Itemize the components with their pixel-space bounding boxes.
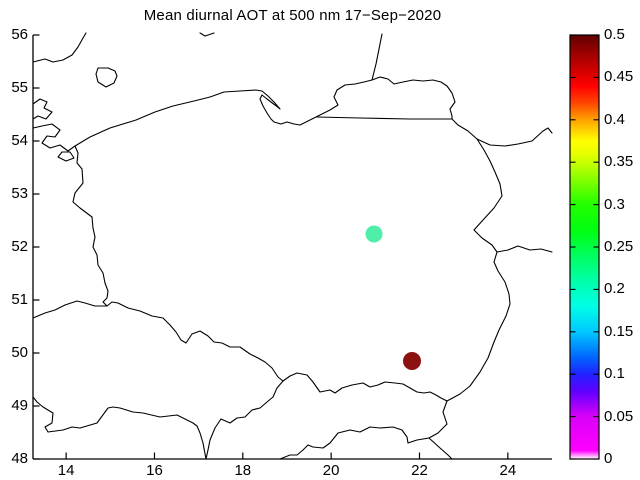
map-outline-lithuania-belarus-border bbox=[476, 127, 553, 147]
data-point-station-southeast-poland bbox=[403, 352, 421, 370]
map-outline-poland-belarus-border bbox=[473, 138, 503, 253]
colorbar-tick-label: 0.15 bbox=[604, 322, 634, 340]
map-outline-poland-czech-border bbox=[32, 300, 284, 382]
map-outline-baltic-coast bbox=[74, 76, 456, 147]
y-tick-label: 54 bbox=[11, 132, 28, 149]
x-tick-label: 14 bbox=[57, 462, 75, 479]
map-outline-poland-ukraine-border bbox=[446, 251, 511, 402]
colorbar-tick-label: 0.05 bbox=[604, 407, 634, 425]
x-tick-label: 24 bbox=[499, 462, 517, 479]
x-tick-label: 18 bbox=[234, 462, 252, 479]
colorbar-tick-label: 0.45 bbox=[604, 68, 634, 86]
map-outline-czech-slovakia-border bbox=[205, 380, 284, 460]
colorbar-tick-label: 0 bbox=[604, 450, 613, 467]
map-outline-poland-slovakia-border bbox=[282, 372, 448, 402]
map-outline-szczecin-lagoon bbox=[57, 151, 75, 162]
map-outline-belarus-ukraine-border bbox=[496, 245, 553, 253]
y-tick-label: 48 bbox=[11, 450, 28, 467]
map-outline-bornholm-island bbox=[95, 67, 118, 88]
map-outline-poland-lithuania-border bbox=[451, 118, 478, 140]
map-outline-slovakia-hungary-border bbox=[279, 426, 430, 460]
map-outline-czech-austria-border bbox=[32, 396, 207, 460]
map-outline-curonian-spit bbox=[371, 33, 383, 81]
map-outline-sweden-coast-east bbox=[199, 32, 215, 37]
y-tick-label: 56 bbox=[11, 26, 28, 43]
colorbar-tick-label: 0.4 bbox=[604, 110, 625, 128]
y-tick-label: 52 bbox=[11, 238, 28, 255]
chart-title: Mean diurnal AOT at 500 nm 17−Sep−2020 bbox=[143, 7, 442, 24]
colorbar-tick-label: 0.25 bbox=[604, 238, 634, 255]
colorbar-tick-label: 0.1 bbox=[604, 365, 625, 383]
map-outline-german-islands bbox=[32, 98, 53, 120]
y-tick-label: 49 bbox=[11, 397, 28, 414]
data-point-station-central-poland bbox=[365, 225, 383, 243]
x-tick-label: 20 bbox=[322, 462, 340, 479]
map-outline-poland-west-border bbox=[72, 145, 109, 307]
y-tick-label: 50 bbox=[11, 344, 28, 361]
y-tick-label: 55 bbox=[11, 79, 28, 96]
map-outline-german-coast bbox=[32, 123, 76, 152]
map-outline-ukraine-slovakia-border bbox=[428, 400, 448, 439]
map-outline-sweden-coast bbox=[32, 32, 87, 63]
colorbar-tick-label: 0.35 bbox=[604, 153, 634, 171]
y-tick-label: 53 bbox=[11, 185, 28, 202]
map-outline-ukraine-hungary-border bbox=[428, 437, 453, 460]
x-tick-label: 16 bbox=[146, 462, 163, 479]
colorbar-tick-label: 0.2 bbox=[604, 280, 625, 298]
colorbar-tick-label: 0.3 bbox=[604, 195, 625, 213]
colorbar-tick-label: 0.5 bbox=[604, 26, 625, 43]
y-tick-label: 51 bbox=[11, 291, 28, 308]
map-outline-poland-russia-border bbox=[316, 116, 453, 120]
x-tick-label: 22 bbox=[411, 462, 428, 479]
